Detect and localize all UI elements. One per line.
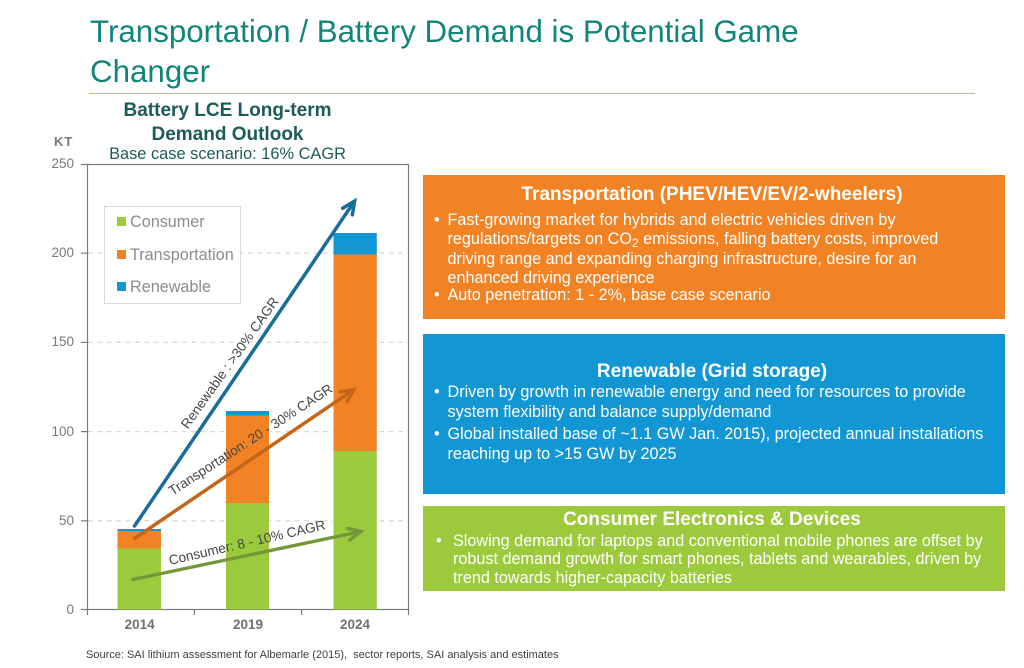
svg-text:Renewable : >30% CAGR: Renewable : >30% CAGR <box>178 294 282 431</box>
